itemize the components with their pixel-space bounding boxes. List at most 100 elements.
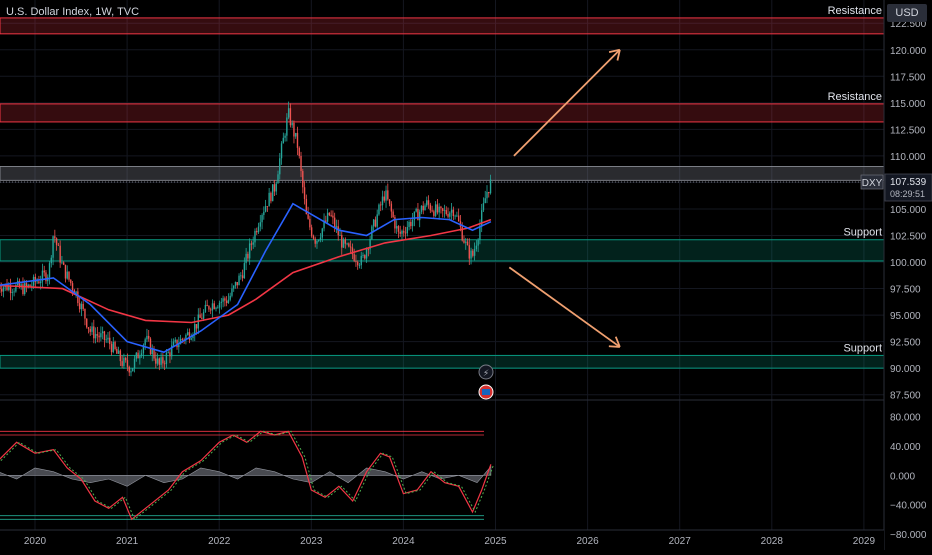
candle-body (477, 240, 479, 246)
time-tick-label: 2023 (300, 536, 323, 547)
candle-body (266, 206, 269, 207)
candle-body (144, 339, 146, 346)
arrow-head (616, 49, 621, 61)
candle-body (403, 230, 405, 233)
candle-body (71, 283, 74, 291)
candle-body (165, 352, 168, 364)
candle-body (206, 304, 208, 307)
candle-body (101, 331, 104, 334)
candle-body (442, 208, 444, 211)
candle-body (463, 240, 465, 243)
candle-body (470, 250, 472, 259)
candle-body (236, 282, 238, 286)
candle-body (39, 281, 42, 284)
candle-body (367, 249, 370, 251)
candle-body (107, 337, 109, 340)
currency-button[interactable]: USD (887, 4, 927, 22)
candle-body (417, 208, 419, 221)
candle-body (468, 245, 470, 259)
candle-body (296, 132, 299, 148)
candle-body (91, 326, 93, 332)
candle-body (390, 203, 393, 212)
candle-body (424, 205, 426, 211)
candle-body (271, 184, 274, 202)
candle-body (415, 208, 417, 212)
candle-body (178, 344, 180, 348)
candle-body (397, 226, 400, 232)
candle-body (116, 348, 118, 354)
candle-body (20, 284, 22, 288)
candle-body (162, 357, 164, 364)
candle-body (245, 253, 247, 264)
candle-body (480, 210, 483, 226)
candle-body (335, 226, 338, 228)
candle-body (332, 215, 334, 218)
candle-body (158, 358, 161, 365)
candle-body (24, 283, 26, 295)
candle-body (429, 204, 432, 211)
price-tick-label: 97.500 (890, 285, 921, 296)
candle-body (440, 206, 442, 209)
candle-body (273, 184, 276, 192)
candle-body (61, 262, 63, 264)
candle-body (186, 332, 189, 335)
zone-label: Support (843, 342, 882, 354)
candle-body (312, 235, 315, 239)
candle-body (48, 263, 51, 278)
candle-body (328, 212, 331, 216)
candle-body (176, 339, 178, 348)
candle-body (450, 209, 453, 213)
candle-body (282, 137, 285, 144)
candle-body (100, 333, 102, 338)
candle-body (247, 253, 249, 259)
candle-body (103, 331, 106, 341)
candle-body (82, 303, 84, 309)
candle-body (342, 239, 345, 248)
projection-arrow (508, 266, 621, 348)
event-flash-icon (478, 364, 494, 380)
candle-body (215, 307, 217, 309)
candle-body (8, 285, 10, 291)
candle-body (234, 282, 237, 286)
candle-body (57, 244, 60, 246)
candle-body (385, 190, 387, 201)
candle-body (372, 219, 375, 227)
candle-body (77, 291, 79, 304)
time-tick-label: 2024 (392, 536, 415, 547)
candle-body (410, 221, 412, 227)
candle-body (286, 117, 288, 136)
price-tick-label: 105.000 (890, 205, 927, 216)
time-tick-label: 2020 (24, 536, 47, 547)
candle-body (155, 358, 157, 364)
candle-body (199, 314, 201, 318)
candle-body (156, 358, 159, 364)
candle-body (98, 335, 100, 338)
candle-body (123, 358, 125, 366)
candle-body (268, 192, 270, 207)
candle-body (457, 215, 460, 222)
candle-body (344, 239, 347, 244)
candle-body (231, 288, 233, 296)
time-tick-label: 2027 (669, 536, 692, 547)
symbol-title: U.S. Dollar Index, 1W, TVC (6, 6, 140, 18)
price-tick-label: 95.000 (890, 311, 921, 322)
event-flag-glyph (482, 389, 490, 395)
candle-body (326, 212, 329, 222)
candle-body (300, 155, 302, 172)
osc-histogram-area (0, 465, 492, 487)
candle-body (401, 230, 403, 234)
candle-body (484, 198, 486, 204)
candle-body (259, 222, 261, 227)
candle-body (489, 179, 492, 194)
candle-body (128, 366, 130, 373)
candle-body (351, 247, 354, 255)
price-tick-label: 120.000 (890, 46, 927, 57)
candle-body (248, 243, 251, 259)
candle-body (114, 341, 116, 349)
candle-body (434, 204, 437, 216)
osc-tick-label: 40.000 (890, 442, 921, 453)
candle-body (68, 271, 70, 280)
candle-body (130, 371, 132, 373)
candle-body (348, 243, 350, 247)
